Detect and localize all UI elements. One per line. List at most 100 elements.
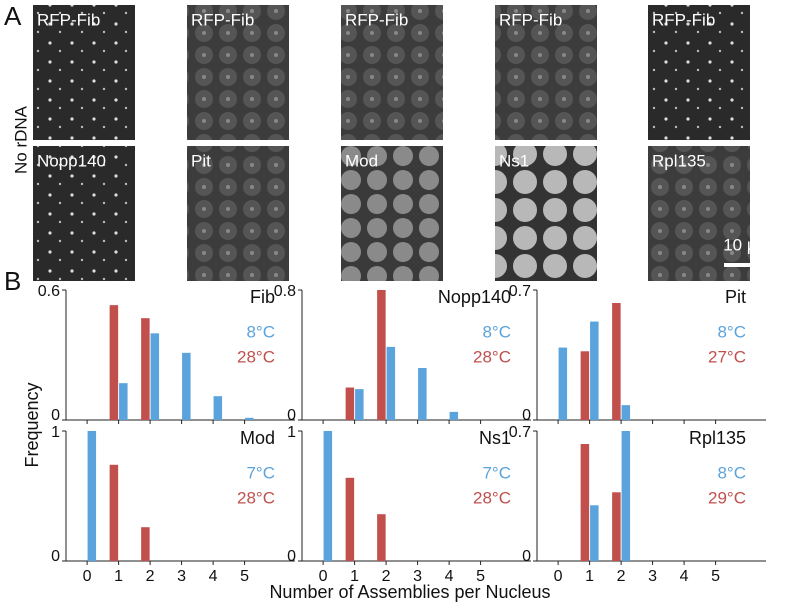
bar	[418, 368, 427, 420]
image-label: Pit	[191, 151, 211, 170]
bar	[580, 351, 590, 420]
bar	[182, 352, 191, 420]
x-axis-label: Number of Assemblies per Nucleus	[269, 582, 550, 602]
image-label: RFP-Fib	[37, 10, 100, 29]
x-tick-label: 0	[83, 568, 92, 585]
y-tick-label: 0.6	[38, 283, 60, 300]
legend-entry: 27°C	[708, 347, 746, 366]
image-label: Mod	[345, 151, 378, 170]
bar	[345, 387, 355, 420]
bar	[590, 321, 599, 420]
bar	[323, 431, 333, 561]
bar	[87, 431, 97, 561]
image-label: Rpl135	[652, 151, 706, 170]
bar	[355, 389, 364, 420]
x-tick-label: 3	[413, 568, 422, 585]
x-tick-label: 5	[711, 568, 720, 585]
micrograph	[33, 5, 135, 140]
bar	[377, 514, 386, 561]
x-tick-label: 5	[240, 568, 249, 585]
legend-entry: 8°C	[717, 322, 746, 341]
bar	[449, 411, 459, 420]
legend-entry: 7°C	[482, 463, 511, 482]
y-tick-label: 0.8	[274, 283, 296, 300]
y-tick-label: 0.7	[509, 283, 531, 300]
x-tick-label: 0	[554, 568, 563, 585]
y-tick-label: 0	[522, 548, 531, 565]
panel-letter: B	[4, 266, 21, 296]
legend-entry: 8°C	[717, 463, 746, 482]
micrograph	[187, 146, 289, 281]
chart-title: Nopp140	[438, 287, 511, 307]
legend-entry: 29°C	[708, 488, 746, 507]
chart-title: Rpl135	[689, 428, 746, 448]
x-tick-label: 3	[177, 568, 186, 585]
y-tick-label: 0	[51, 407, 60, 424]
scale-bar-label: 10 µm	[723, 235, 771, 254]
x-tick-label: 4	[209, 568, 218, 585]
bar	[612, 492, 621, 561]
micrograph	[341, 5, 443, 140]
bar	[150, 333, 160, 420]
bar	[612, 303, 621, 420]
y-tick-label: 0.7	[509, 424, 531, 441]
micrograph	[648, 146, 750, 281]
x-tick-label: 2	[617, 568, 626, 585]
legend-entry: 28°C	[237, 347, 275, 366]
micrograph	[495, 146, 597, 281]
image-label: Ns1	[499, 151, 529, 170]
bar	[119, 383, 128, 420]
micrograph	[33, 146, 135, 281]
x-tick-label: 2	[146, 568, 155, 585]
micrograph	[495, 5, 597, 140]
scale-bar	[724, 263, 770, 267]
x-tick-label: 1	[114, 568, 123, 585]
x-tick-label: 4	[445, 568, 454, 585]
micrograph	[187, 5, 289, 140]
legend-entry: 8°C	[246, 322, 275, 341]
x-tick-label: 3	[648, 568, 657, 585]
bar	[377, 290, 386, 420]
bar	[109, 464, 119, 561]
y-tick-label: 0	[522, 407, 531, 424]
image-label: Nopp140	[37, 151, 106, 170]
bar	[245, 417, 254, 420]
legend-entry: 28°C	[473, 488, 511, 507]
image-label: RFP-Fib	[652, 10, 715, 29]
bar	[580, 444, 590, 561]
bar	[621, 431, 631, 561]
y-tick-label: 0	[287, 548, 296, 565]
y-tick-label: 1	[51, 424, 60, 441]
x-tick-label: 1	[350, 568, 359, 585]
bar	[345, 477, 355, 561]
x-tick-label: 4	[680, 568, 689, 585]
chart-title: Mod	[240, 428, 275, 448]
row-label: No rDNA	[11, 105, 30, 174]
bar	[558, 347, 568, 420]
image-label: RFP-Fib	[499, 10, 562, 29]
chart-title: Ns1	[479, 428, 511, 448]
image-label: RFP-Fib	[191, 10, 254, 29]
legend-entry: 8°C	[482, 322, 511, 341]
x-tick-label: 5	[476, 568, 485, 585]
legend-entry: 7°C	[246, 463, 275, 482]
micrograph	[648, 5, 750, 140]
bar	[621, 405, 631, 420]
legend-entry: 28°C	[237, 488, 275, 507]
x-tick-label: 1	[585, 568, 594, 585]
legend-entry: 28°C	[473, 347, 511, 366]
bar	[590, 505, 599, 561]
y-tick-label: 0	[51, 548, 60, 565]
bar	[141, 527, 150, 561]
y-axis-label: Frequency	[22, 382, 42, 467]
bar	[213, 396, 223, 420]
x-tick-label: 0	[319, 568, 328, 585]
micrograph	[341, 146, 443, 281]
y-tick-label: 0	[287, 407, 296, 424]
bar	[386, 346, 396, 420]
bar	[141, 318, 150, 420]
image-grid	[33, 5, 750, 281]
x-tick-label: 2	[382, 568, 391, 585]
panel-letter: A	[4, 1, 22, 31]
